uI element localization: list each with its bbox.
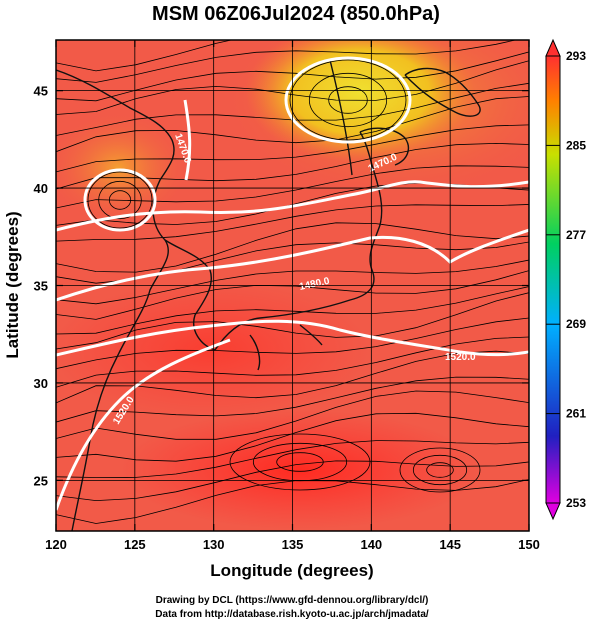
- streamline: [56, 96, 529, 153]
- streamline: [56, 460, 529, 502]
- streamline: [56, 317, 529, 370]
- streamline: [56, 124, 529, 173]
- hot-region-central: [56, 280, 370, 420]
- streamline: [56, 142, 529, 190]
- x-tick-label: 140: [360, 537, 382, 552]
- streamline-eddy: [229, 433, 371, 491]
- axes: 120 125 130 135 140 145 150 25 30 35 40 45: [34, 40, 540, 552]
- colorbar: 253 261 269 277 285 293: [545, 38, 586, 521]
- plot-area: 1470.0 1480.0 1520.0 1520.0 1470.0: [56, 40, 529, 531]
- streamline: [56, 390, 529, 440]
- streamline-eddy: [87, 171, 153, 229]
- streamline: [56, 165, 529, 209]
- streamline: [56, 412, 529, 462]
- streamline-eddy: [98, 180, 142, 220]
- streamlines: [56, 40, 529, 524]
- x-tick-label: 145: [439, 537, 461, 552]
- streamline-eddy: [308, 72, 388, 128]
- streamline: [56, 270, 529, 320]
- y-tick-label: 40: [34, 181, 48, 196]
- streamline-eddy: [108, 190, 132, 210]
- y-tick-label: 45: [34, 84, 48, 99]
- chart-title: MSM 06Z06Jul2024 (850.0hPa): [152, 3, 440, 25]
- streamline: [56, 376, 529, 423]
- colorbar-tick-label: 285: [566, 138, 586, 152]
- colorbar-tick-label: 293: [566, 49, 586, 63]
- coastlines: [56, 59, 481, 531]
- colorbar-tick-label: 261: [566, 407, 586, 421]
- streamline-eddy: [276, 452, 324, 472]
- colorbar-ticks: 253 261 269 277 285 293: [546, 49, 586, 510]
- colorbar-arrow-bottom: [545, 502, 561, 521]
- footer-data-source-line: Data from http://database.rish.kyoto-u.a…: [155, 609, 429, 620]
- streamline-eddy: [399, 447, 481, 493]
- y-tick-label: 30: [34, 376, 48, 391]
- y-tick-label: 25: [34, 473, 48, 488]
- x-tick-label: 130: [203, 537, 225, 552]
- x-tick-label: 135: [282, 537, 304, 552]
- colorbar-tick-label: 253: [566, 496, 586, 510]
- streamline: [56, 292, 529, 350]
- streamline: [56, 222, 529, 273]
- x-tick-label: 120: [45, 537, 67, 552]
- streamline-eddy: [289, 59, 407, 141]
- colorbar-tick-label: 277: [566, 228, 586, 242]
- y-tick-label: 35: [34, 279, 48, 294]
- x-tick-label: 150: [518, 537, 540, 552]
- hot-region-south: [120, 410, 480, 530]
- streamline: [56, 204, 529, 242]
- streamline: [56, 40, 518, 83]
- footer-credit-line: Drawing by DCL (https://www.gfd-dennou.o…: [156, 595, 429, 606]
- streamline-eddy: [426, 462, 454, 478]
- streamline: [56, 259, 529, 305]
- streamline: [56, 40, 234, 72]
- y-axis-title: Latitude (degrees): [3, 211, 22, 358]
- contour-lines: [56, 56, 529, 511]
- x-axis-title: Longitude (degrees): [210, 561, 373, 580]
- grid-lines: [56, 40, 529, 531]
- colorbar-arrow-top: [545, 38, 561, 57]
- streamline-eddy: [412, 454, 468, 486]
- streamline: [56, 51, 529, 102]
- streamline: [56, 60, 529, 115]
- colorbar-tick-label: 269: [566, 317, 586, 331]
- streamline: [56, 82, 529, 136]
- contour-label: 1520.0: [445, 352, 476, 363]
- streamline-eddy: [328, 86, 368, 114]
- streamline: [56, 286, 529, 335]
- colorbar-gradient: [545, 55, 561, 504]
- x-tick-label: 125: [124, 537, 146, 552]
- streamline: [56, 336, 529, 388]
- streamline: [56, 440, 529, 478]
